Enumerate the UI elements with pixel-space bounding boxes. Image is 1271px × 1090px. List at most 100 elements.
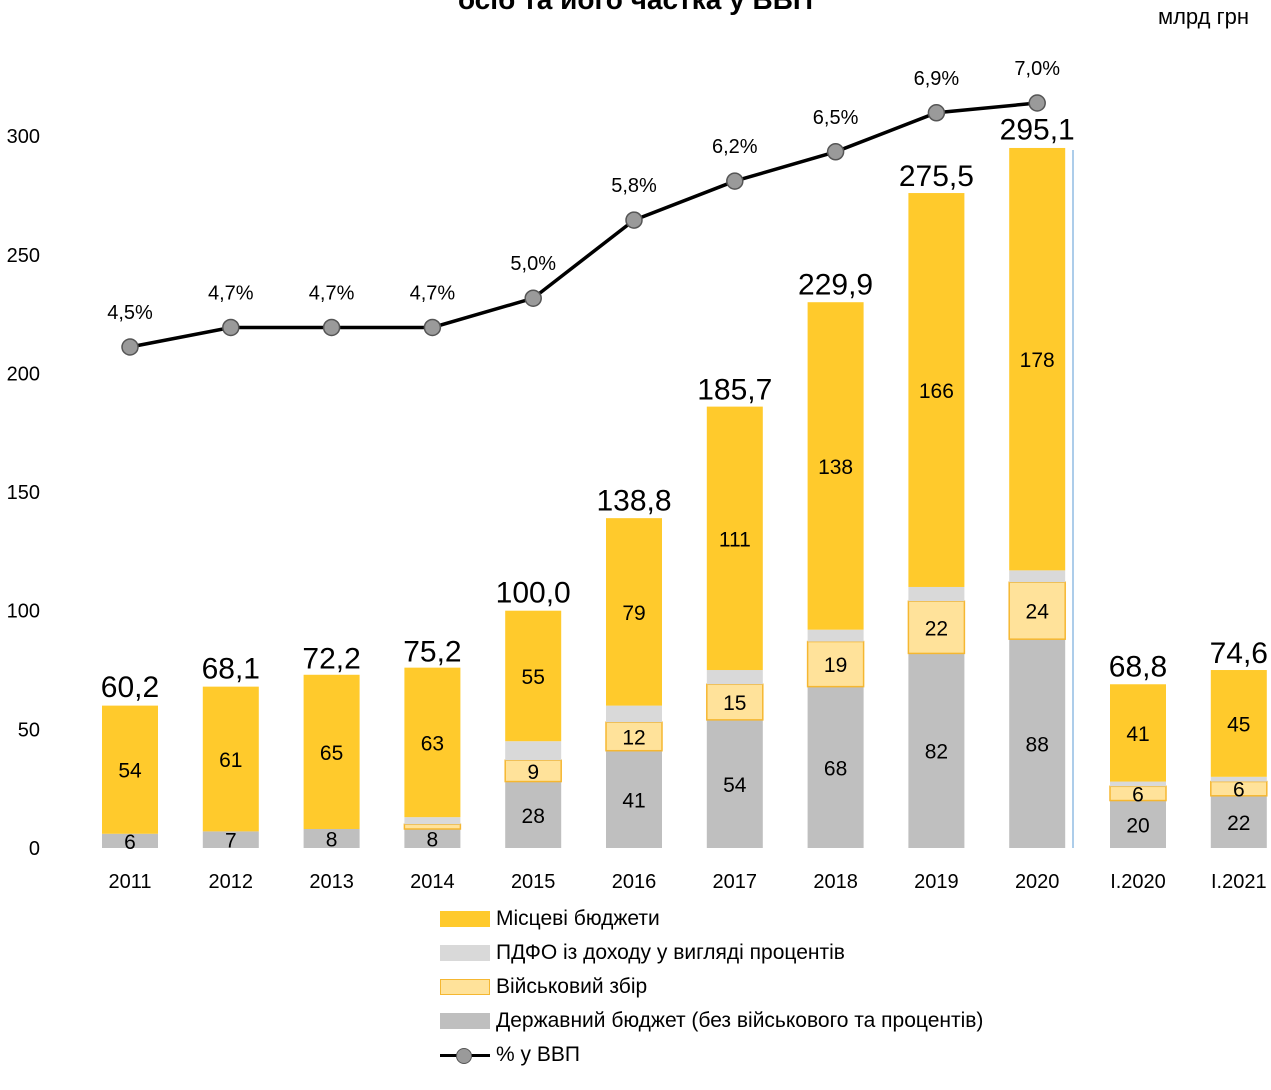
bar-value-label: 138 bbox=[818, 456, 853, 479]
bar-segment bbox=[1110, 781, 1166, 787]
bar-value-label: 61 bbox=[219, 749, 242, 772]
bar-value-label: 22 bbox=[925, 617, 948, 640]
x-tick-label: І.2020 bbox=[1110, 871, 1166, 893]
bar-value-label: 54 bbox=[723, 774, 747, 797]
y-tick-label: 300 bbox=[7, 126, 40, 148]
legend-swatch-local-budgets bbox=[440, 911, 490, 927]
legend-item-local-budgets: Місцеві бюджети bbox=[440, 902, 983, 936]
gdp-share-marker bbox=[222, 318, 240, 337]
bar-value-label: 6 bbox=[1132, 783, 1144, 806]
legend-swatch-military-levy bbox=[440, 979, 490, 995]
gdp-share-label: 4,7% bbox=[410, 282, 456, 304]
bar-segment bbox=[606, 518, 662, 706]
bar-value-label: 7 bbox=[225, 830, 237, 853]
legend-label-local-budgets: Місцеві бюджети bbox=[496, 907, 660, 930]
bar-segment bbox=[102, 705, 158, 834]
bar-value-label: 54 bbox=[118, 760, 142, 783]
bar-value-label: 15 bbox=[723, 692, 746, 715]
bar-segment bbox=[505, 781, 562, 848]
bar-segment bbox=[202, 686, 259, 832]
legend-item-gdp-share: % у ВВП bbox=[440, 1038, 983, 1072]
x-tick-label: 2020 bbox=[1015, 871, 1060, 893]
y-tick-label: 50 bbox=[18, 719, 40, 741]
bar-value-label: 166 bbox=[919, 380, 954, 403]
gdp-share-label: 6,2% bbox=[712, 136, 758, 158]
gdp-share-label: 4,7% bbox=[309, 282, 355, 304]
legend-label-military-levy: Військовий збір bbox=[496, 975, 648, 998]
bar-segment bbox=[1009, 639, 1066, 848]
bar-value-label: 65 bbox=[320, 742, 343, 765]
gdp-share-marker bbox=[322, 318, 341, 337]
bar-value-label: 45 bbox=[1227, 713, 1250, 736]
gdp-share-marker bbox=[1028, 94, 1046, 112]
y-tick-label: 0 bbox=[29, 838, 40, 860]
gdp-share-line bbox=[129, 101, 1038, 349]
bar-segment bbox=[303, 674, 360, 830]
bar-segment bbox=[908, 586, 965, 602]
bar-total-label: 68,1 bbox=[202, 652, 260, 685]
bar-segment bbox=[1210, 780, 1268, 797]
legend-label-pdfo-interest: ПДФО із доходу у вигляді процентів bbox=[496, 941, 845, 964]
bar-total-label: 275,5 bbox=[899, 160, 974, 193]
bar-segment bbox=[303, 829, 360, 848]
gdp-share-marker bbox=[927, 104, 946, 122]
bar-value-label: 63 bbox=[421, 732, 444, 755]
bar-segment bbox=[806, 640, 865, 688]
x-tick-label: 2014 bbox=[410, 871, 455, 893]
y-tick-label: 250 bbox=[7, 245, 40, 267]
bar-segment bbox=[404, 667, 461, 818]
bar-segment bbox=[403, 823, 462, 830]
gdp-share-label: 7,0% bbox=[1014, 58, 1060, 80]
bar-segment bbox=[505, 610, 562, 742]
bar-value-label: 6 bbox=[124, 831, 136, 854]
x-tick-label: 2019 bbox=[914, 871, 959, 893]
legend-swatch-pdfo-interest bbox=[440, 945, 490, 961]
y-tick-label: 100 bbox=[7, 601, 40, 623]
bar-value-label: 88 bbox=[1026, 734, 1049, 757]
bar-value-label: 8 bbox=[326, 829, 338, 852]
bar-total-label: 229,9 bbox=[798, 268, 873, 301]
bar-value-label: 20 bbox=[1126, 814, 1149, 837]
bar-segment bbox=[605, 721, 663, 752]
legend-item-state-budget: Державний бюджет (без військового та про… bbox=[440, 1004, 983, 1038]
gdp-share-marker bbox=[625, 211, 643, 229]
gdp-share-marker bbox=[726, 172, 744, 190]
gdp-share-marker bbox=[423, 318, 442, 337]
bar-value-label: 8 bbox=[427, 829, 439, 852]
bar-value-label: 24 bbox=[1026, 601, 1050, 624]
bar-total-label: 295,1 bbox=[1000, 114, 1075, 147]
x-tick-label: 2012 bbox=[209, 871, 254, 893]
bar-segment bbox=[1009, 570, 1066, 583]
bar-total-label: 138,8 bbox=[596, 485, 671, 518]
bar-segment bbox=[908, 193, 965, 587]
bar-segment bbox=[404, 829, 461, 848]
y-tick-label: 200 bbox=[7, 363, 40, 385]
legend-line-marker-icon bbox=[440, 1045, 490, 1065]
bar-segment bbox=[1110, 800, 1166, 848]
x-tick-label: І.2021 bbox=[1211, 871, 1267, 893]
bar-segment bbox=[1210, 795, 1267, 848]
bar-value-label: 79 bbox=[622, 602, 645, 625]
bar-value-label: 12 bbox=[622, 726, 645, 749]
bar-value-label: 28 bbox=[522, 805, 545, 828]
bar-segment bbox=[1210, 670, 1267, 777]
bar-value-label: 41 bbox=[1126, 723, 1149, 746]
bar-segment bbox=[907, 600, 966, 655]
bar-value-label: 82 bbox=[925, 741, 948, 764]
bar-segment bbox=[606, 705, 662, 723]
bar-segment bbox=[807, 302, 864, 630]
gdp-share-marker bbox=[524, 289, 542, 307]
legend-item-military-levy: Військовий збір bbox=[440, 970, 983, 1004]
gdp-share-label: 4,7% bbox=[208, 282, 254, 304]
x-tick-label: 2016 bbox=[612, 871, 657, 893]
bar-segment bbox=[706, 670, 763, 685]
legend-label-state-budget: Державний бюджет (без військового та про… bbox=[496, 1009, 984, 1032]
y-tick-label: 150 bbox=[7, 482, 40, 504]
bar-total-label: 72,2 bbox=[302, 643, 360, 676]
x-tick-label: 2013 bbox=[309, 871, 354, 893]
bar-total-label: 185,7 bbox=[697, 373, 772, 406]
gdp-share-label: 6,9% bbox=[914, 68, 960, 90]
bar-segment bbox=[1110, 684, 1166, 782]
gdp-share-label: 5,8% bbox=[611, 175, 657, 197]
bar-segment bbox=[807, 686, 864, 848]
